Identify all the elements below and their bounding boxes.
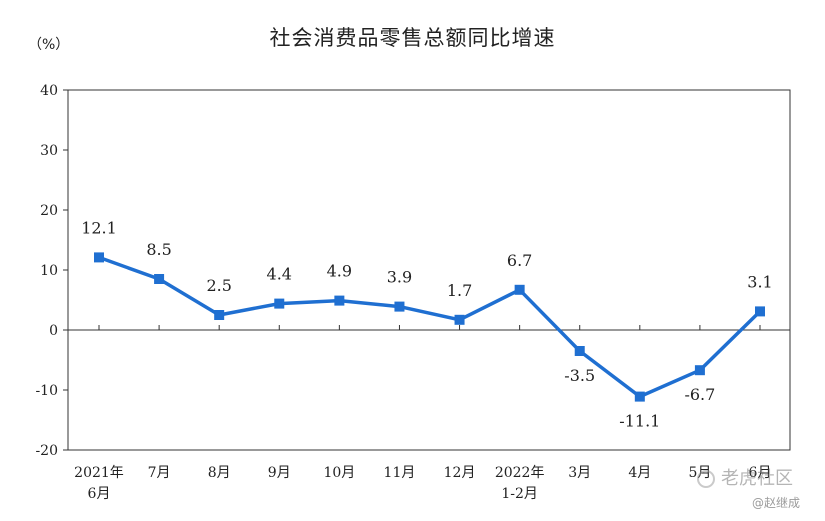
y-axis-unit-label: （%） [28,37,70,53]
data-label: 4.4 [267,265,292,284]
x-tick-label: 7月 [148,465,171,481]
x-tick-label: 12月 [444,465,476,481]
data-point-marker [334,295,345,306]
x-tick-label: 3月 [568,465,591,481]
x-tick-label: 4月 [628,465,651,481]
data-label: 6.7 [507,251,532,270]
data-point-marker [574,346,585,356]
watermark-author: @赵继成 [752,496,801,510]
y-tick-label: 10 [40,263,58,279]
x-tick-label: 2022年 1-2月 [495,465,545,502]
data-point-marker [755,306,765,317]
y-tick-label: 0 [49,323,58,339]
data-label: 12.1 [81,218,117,237]
data-label: 8.5 [146,240,171,259]
data-point-marker [214,310,225,320]
data-label: -3.5 [564,366,595,385]
data-point-marker [154,274,165,284]
x-tick-label: 9月 [268,465,291,481]
x-tick-label: 10月 [323,465,355,481]
data-point-marker [94,252,104,263]
y-tick-label: -10 [35,383,58,399]
data-point-marker [394,301,405,312]
data-label: 3.9 [387,268,412,287]
data-point-marker [634,391,645,402]
x-tick-label: 6月 [749,465,772,481]
watermark-logo-icon [697,470,715,488]
x-tick-label: 8月 [208,465,231,481]
data-label: 4.9 [327,262,352,281]
watermark-text: 老虎社区 [721,468,793,489]
data-label: -11.1 [619,412,660,431]
data-label: 3.1 [747,272,772,291]
data-label: -6.7 [684,385,715,404]
series-line [98,255,762,399]
data-point-marker [454,314,465,325]
data-point-marker [274,298,285,309]
y-tick-label: 40 [40,83,58,99]
data-point-marker [514,284,525,295]
x-tick-label: 11月 [384,465,416,481]
y-tick-label: 20 [40,203,58,219]
x-tick-label: 2021年 6月 [74,465,124,502]
data-point-marker [694,365,705,376]
chart-title: 社会消费品零售总额同比增速 [269,26,556,50]
data-label: 2.5 [206,276,231,295]
watermark: 老虎社区 [697,464,793,490]
plot-frame [67,89,791,451]
y-tick-label: -20 [35,443,58,459]
data-label: 1.7 [447,281,472,300]
y-tick-label: 30 [40,143,58,159]
